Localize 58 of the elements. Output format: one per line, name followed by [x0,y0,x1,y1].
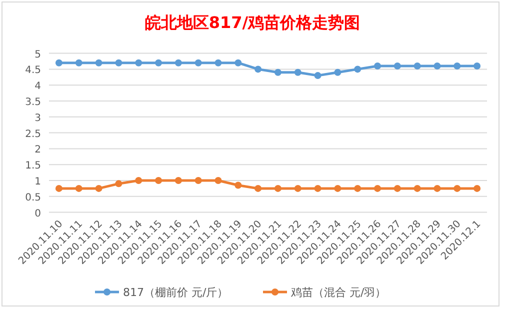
point [75,184,82,192]
point [334,68,342,76]
point [314,184,322,192]
y-tick-label: 2 [34,144,41,156]
point [374,184,381,192]
point [434,62,441,70]
point [174,59,182,66]
point [254,66,262,73]
y-tick-label: 1 [34,176,41,188]
y-tick-label: 3 [34,112,41,124]
y-tick-label: 3.5 [25,97,41,108]
point [414,184,421,192]
point [95,184,102,192]
point [394,184,401,192]
point [294,68,302,76]
point [474,184,481,192]
y-tick-label: 4 [34,81,41,92]
point [194,177,202,184]
point [394,62,401,70]
point [334,184,342,192]
y-tick-label: 0.5 [25,192,41,204]
point [274,68,282,76]
point [274,184,282,192]
point [135,177,142,184]
point [55,184,62,192]
point [194,59,202,66]
y-tick-label: 1.5 [25,160,41,172]
point [474,62,481,70]
point [155,177,162,184]
point [115,59,122,66]
point [434,184,441,192]
point [75,59,82,66]
point [254,184,262,192]
point [214,59,222,66]
point [234,182,242,189]
point [135,59,142,66]
point [414,62,421,70]
y-tick-label: 0 [34,208,41,220]
y-tick-label: 5 [34,49,41,60]
point [155,59,162,66]
point [55,59,62,66]
point [354,184,362,192]
y-tick-label: 2.5 [25,128,41,140]
point [354,66,362,73]
point [234,59,242,66]
point [214,177,222,184]
point [294,184,302,192]
legend-label: 鸡苗（混合 元/羽） [290,286,386,299]
point [95,59,102,66]
title: 皖北地区817/鸡苗价格走势图 [144,13,360,32]
point [174,177,182,184]
point [454,184,461,192]
point [115,180,122,188]
point [314,72,322,80]
point [454,62,461,70]
legend-label: 817（棚前价 元/斤） [123,286,228,299]
point [374,62,381,70]
y-tick-label: 4.5 [25,65,41,76]
